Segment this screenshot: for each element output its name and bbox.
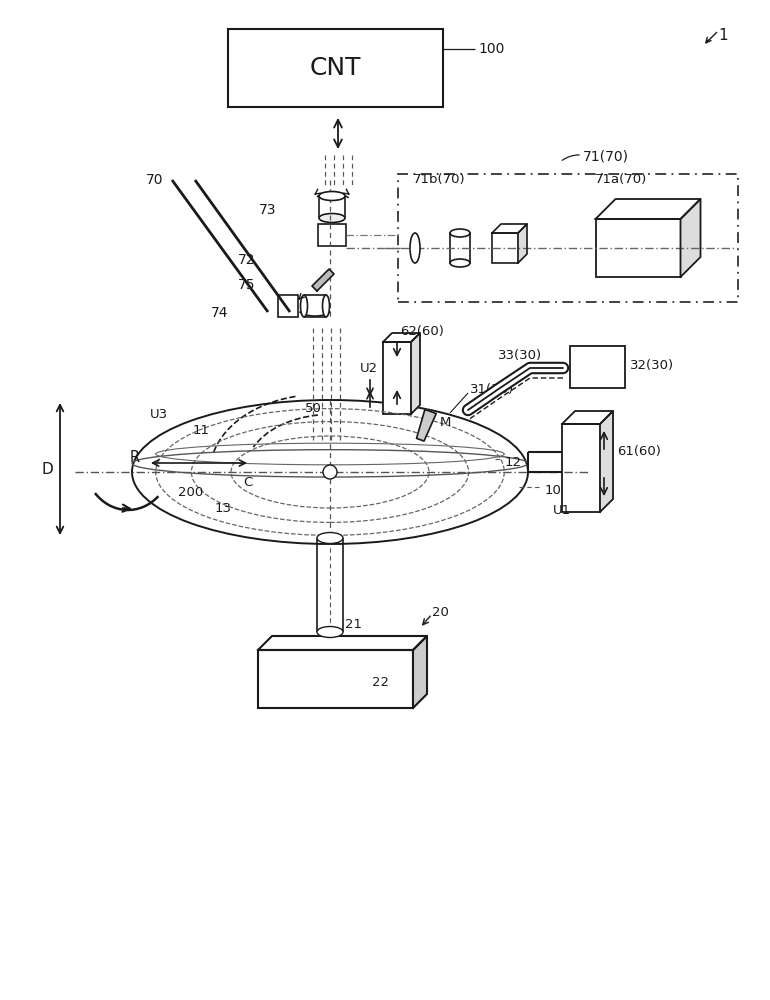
Text: 100: 100 xyxy=(478,42,504,56)
Bar xyxy=(228,29,443,107)
Text: 71a(70): 71a(70) xyxy=(595,172,648,186)
Text: M: M xyxy=(440,416,451,428)
Bar xyxy=(450,233,470,263)
Text: 200: 200 xyxy=(178,486,203,498)
Circle shape xyxy=(323,465,337,479)
Text: 72: 72 xyxy=(237,253,255,267)
Text: U1: U1 xyxy=(553,504,571,516)
Polygon shape xyxy=(413,636,427,708)
Bar xyxy=(492,233,518,263)
Bar xyxy=(318,224,346,246)
Ellipse shape xyxy=(132,400,528,544)
Bar xyxy=(278,295,298,317)
Text: D: D xyxy=(41,462,53,478)
Text: 20: 20 xyxy=(432,605,449,618)
Ellipse shape xyxy=(410,233,420,263)
Polygon shape xyxy=(518,224,527,263)
Text: 31(30): 31(30) xyxy=(470,383,514,396)
Ellipse shape xyxy=(319,192,345,200)
Circle shape xyxy=(324,466,336,478)
Ellipse shape xyxy=(450,229,470,237)
Text: 11: 11 xyxy=(193,424,210,436)
Text: 32(30): 32(30) xyxy=(630,359,674,371)
Text: 70: 70 xyxy=(146,173,163,187)
Text: 74: 74 xyxy=(210,306,228,320)
Text: R: R xyxy=(130,450,140,464)
Ellipse shape xyxy=(450,259,470,267)
Bar xyxy=(258,650,413,708)
Polygon shape xyxy=(681,199,701,277)
Text: 12: 12 xyxy=(505,456,522,468)
Text: C: C xyxy=(243,477,253,489)
Text: 73: 73 xyxy=(259,203,276,217)
Polygon shape xyxy=(411,333,420,414)
Text: 1: 1 xyxy=(718,28,728,43)
Text: CNT: CNT xyxy=(310,56,361,80)
Text: 22: 22 xyxy=(372,676,389,688)
Text: U2: U2 xyxy=(360,361,378,374)
Bar xyxy=(595,219,681,277)
Bar xyxy=(570,346,625,388)
Text: 75: 75 xyxy=(237,278,255,292)
Text: 71(70): 71(70) xyxy=(583,150,629,164)
Ellipse shape xyxy=(319,214,345,223)
Ellipse shape xyxy=(300,295,307,317)
Text: 21: 21 xyxy=(345,617,362,631)
Bar xyxy=(398,174,738,302)
Ellipse shape xyxy=(323,295,330,317)
Polygon shape xyxy=(312,269,334,291)
Text: 33(30): 33(30) xyxy=(498,349,542,361)
Polygon shape xyxy=(417,409,436,441)
Text: 62(60): 62(60) xyxy=(400,326,444,338)
Text: 61(60): 61(60) xyxy=(617,446,661,458)
Ellipse shape xyxy=(317,532,343,544)
Text: 10: 10 xyxy=(545,484,562,496)
Text: 71b(70): 71b(70) xyxy=(413,172,466,186)
Bar xyxy=(383,342,411,414)
Text: U3: U3 xyxy=(150,408,168,422)
Bar xyxy=(562,424,600,512)
Polygon shape xyxy=(600,411,613,512)
Text: 13: 13 xyxy=(215,502,232,514)
Ellipse shape xyxy=(317,626,343,638)
Text: 50: 50 xyxy=(305,401,322,414)
